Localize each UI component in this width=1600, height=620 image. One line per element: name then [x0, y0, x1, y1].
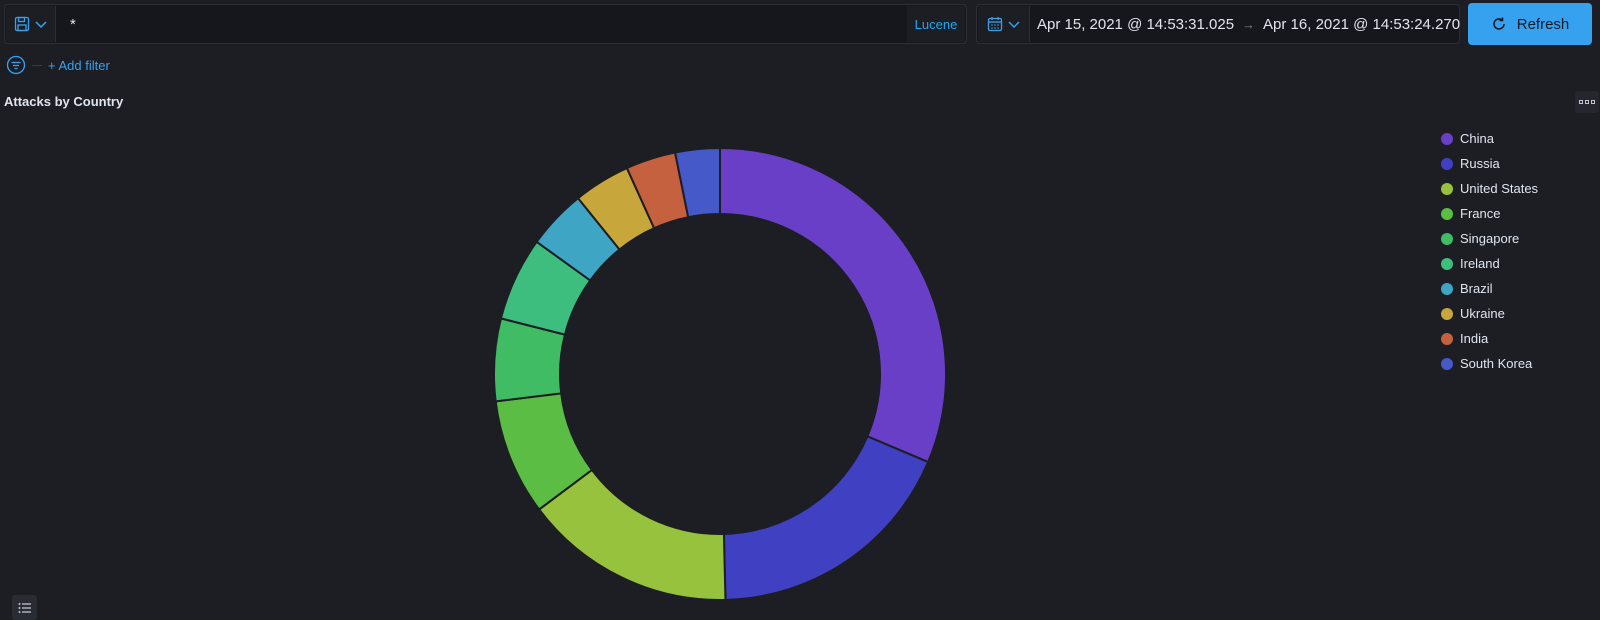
legend-swatch	[1441, 282, 1453, 295]
panel-title: Attacks by Country	[4, 94, 124, 109]
donut-slice-russia[interactable]	[722, 435, 930, 601]
date-picker: Apr 15, 2021 @ 14:53:31.025 → Apr 16, 20…	[976, 4, 1460, 44]
legend-label: South Korea	[1460, 356, 1533, 371]
refresh-label: Refresh	[1516, 15, 1570, 33]
legend-label: Russia	[1460, 156, 1500, 171]
list-icon	[18, 602, 31, 613]
legend-swatch	[1441, 357, 1453, 370]
filter-menu-icon[interactable]	[6, 55, 26, 75]
legend-swatch	[1441, 257, 1453, 270]
chevron-down-icon	[34, 21, 47, 29]
legend-swatch	[1441, 207, 1453, 220]
query-language-button[interactable]: Lucene	[907, 6, 965, 42]
legend-label: Ireland	[1460, 256, 1500, 271]
panel-options-button[interactable]	[1575, 91, 1599, 113]
legend-label: France	[1460, 206, 1501, 221]
calendar-icon	[987, 17, 1002, 32]
query-input[interactable]	[60, 6, 910, 42]
filter-bar: + Add filter	[6, 54, 110, 76]
legend-swatch	[1441, 182, 1453, 195]
save-icon	[14, 16, 29, 32]
legend-swatch	[1441, 332, 1453, 345]
donut-slice-south-korea[interactable]	[673, 146, 721, 219]
donut-slice-china[interactable]	[719, 146, 947, 464]
legend-item-brazil[interactable]: Brazil	[1441, 276, 1538, 301]
chevron-down-icon	[1007, 21, 1020, 29]
legend-label: Ukraine	[1460, 306, 1505, 321]
legend-item-france[interactable]: France	[1441, 201, 1538, 226]
arrow-right-icon: →	[1242, 16, 1256, 32]
query-bar: Lucene	[4, 4, 967, 44]
legend-item-ireland[interactable]: Ireland	[1441, 251, 1538, 276]
legend-label: India	[1460, 331, 1489, 346]
legend-item-ukraine[interactable]: Ukraine	[1441, 301, 1538, 326]
legend-toggle-button[interactable]	[12, 595, 37, 620]
legend-swatch	[1441, 132, 1453, 145]
legend-label: United States	[1460, 181, 1539, 196]
legend-item-singapore[interactable]: Singapore	[1441, 226, 1538, 251]
legend-item-south-korea[interactable]: South Korea	[1441, 351, 1538, 376]
legend-label: Singapore	[1460, 231, 1520, 246]
date-range: Apr 15, 2021 @ 14:53:31.025 → Apr 16, 20…	[1033, 6, 1461, 42]
refresh-button[interactable]: Refresh	[1468, 3, 1592, 45]
legend-item-china[interactable]: China	[1441, 126, 1538, 151]
saved-query-menu-button[interactable]	[6, 6, 56, 42]
refresh-icon	[1492, 17, 1505, 30]
legend-label: Brazil	[1460, 281, 1493, 296]
legend-swatch	[1441, 307, 1453, 320]
top-toolbar: Lucene Apr 15, 2021 @ 14:53:31.025 → Apr…	[0, 0, 1600, 52]
quick-select-button[interactable]	[978, 6, 1030, 42]
start-date[interactable]: Apr 15, 2021 @ 14:53:31.025	[1037, 15, 1235, 33]
add-filter-link[interactable]: + Add filter	[48, 57, 110, 73]
legend-item-india[interactable]: India	[1441, 326, 1538, 351]
end-date[interactable]: Apr 16, 2021 @ 14:53:24.270	[1263, 15, 1461, 33]
divider	[32, 64, 42, 66]
legend-swatch	[1441, 232, 1453, 245]
legend-label: China	[1460, 131, 1494, 146]
chart-legend: China Russia United States France Singapore I…	[1441, 126, 1538, 376]
legend-swatch	[1441, 157, 1453, 170]
legend-item-russia[interactable]: Russia	[1441, 151, 1538, 176]
legend-item-united-states[interactable]: United States	[1441, 176, 1538, 201]
